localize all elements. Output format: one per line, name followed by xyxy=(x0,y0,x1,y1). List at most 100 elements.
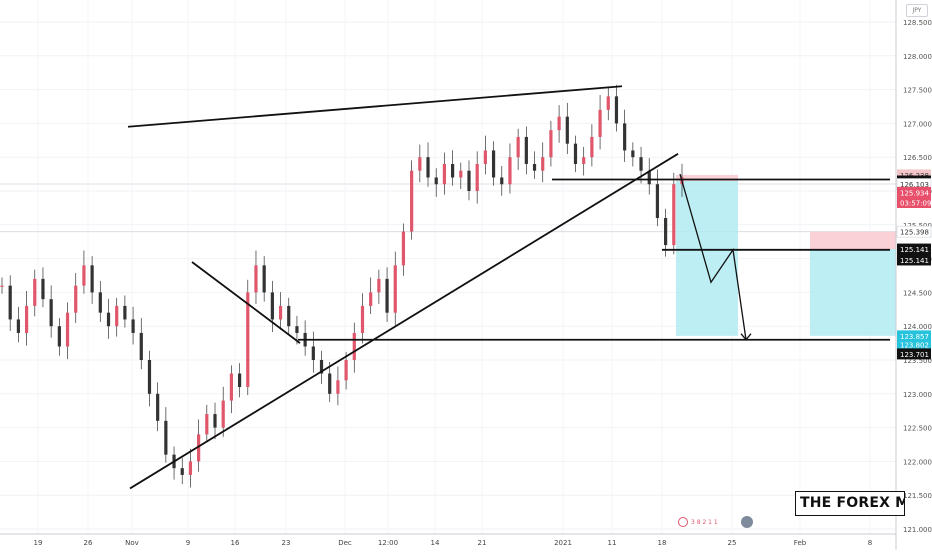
price-marker xyxy=(897,186,931,198)
candle-body xyxy=(262,265,266,293)
candle-body xyxy=(631,150,635,158)
stop-loss-zone[interactable] xyxy=(676,174,738,181)
price-marker-label: 125.934 xyxy=(900,189,929,197)
candle-body xyxy=(377,278,381,293)
price-tick-label: 126.500 xyxy=(903,154,932,162)
currency-badge: JPY xyxy=(906,4,928,17)
candle-body xyxy=(491,150,496,178)
trendline-lower-wedge[interactable] xyxy=(129,153,679,490)
price-tick-label: 122.500 xyxy=(903,425,932,433)
event-icons[interactable]: 3 8 2 1 1 xyxy=(678,515,753,529)
candle-body xyxy=(606,96,610,110)
price-tick-label: 123.500 xyxy=(903,357,932,365)
projection-arrowhead xyxy=(740,333,752,341)
candle-body xyxy=(426,157,430,178)
price-tick-label: 124.500 xyxy=(903,289,932,297)
stop-loss-zone-2[interactable] xyxy=(810,231,896,250)
candle-body xyxy=(229,373,233,401)
watermark-text: THE FOREX MC xyxy=(800,495,904,511)
candle-body xyxy=(328,373,332,394)
candle-body xyxy=(598,109,602,137)
price-marker-label: 123.802 xyxy=(900,341,929,349)
candle-body xyxy=(0,285,4,287)
price-tick-label: 125.500 xyxy=(903,222,932,230)
time-tick-label: 11 xyxy=(608,539,617,547)
time-tick-label: 21 xyxy=(478,539,487,547)
candle-body xyxy=(131,319,135,333)
projection-path[interactable] xyxy=(679,173,747,340)
price-marker xyxy=(897,254,931,266)
candle-body xyxy=(246,292,250,388)
candle-body xyxy=(360,305,365,333)
candle-body xyxy=(115,305,119,327)
price-tick-label: 123.000 xyxy=(903,391,932,399)
plot-background[interactable] xyxy=(0,0,896,534)
price-marker xyxy=(897,196,931,208)
candle-body xyxy=(410,170,414,232)
candle-body xyxy=(221,400,225,428)
take-profit-zone[interactable] xyxy=(676,180,738,336)
candle-body xyxy=(639,157,643,171)
candle-body xyxy=(442,163,447,185)
candle-body xyxy=(270,292,274,320)
time-tick-label: Nov xyxy=(125,539,139,547)
candle-body xyxy=(147,360,152,394)
candle-body xyxy=(90,265,94,293)
position-zones xyxy=(676,174,896,336)
price-tick-label: 124.000 xyxy=(903,323,932,331)
candle-body xyxy=(188,461,193,475)
candle-body xyxy=(106,312,111,327)
candle-body xyxy=(57,326,61,347)
candle-body xyxy=(565,116,569,144)
candle-body xyxy=(82,265,86,286)
candle-body xyxy=(418,157,422,171)
time-tick-label: 19 xyxy=(34,539,43,547)
candle-body xyxy=(213,414,217,428)
trendline-upper-wedge[interactable] xyxy=(127,85,623,128)
candle-body xyxy=(8,285,12,320)
candle-body xyxy=(532,163,537,171)
price-marker xyxy=(897,330,931,342)
price-marker xyxy=(897,243,931,255)
candle-body xyxy=(180,468,184,475)
dividend-icon[interactable] xyxy=(740,516,753,528)
grid xyxy=(0,0,896,534)
candle-body xyxy=(500,177,504,185)
candle-body xyxy=(278,305,283,320)
candle-body xyxy=(451,163,455,178)
candle-body xyxy=(139,332,143,360)
time-tick-label: 8 xyxy=(868,539,872,547)
candle-body xyxy=(664,218,668,246)
candle-body xyxy=(352,332,356,360)
calendar-icon[interactable] xyxy=(678,517,688,527)
price-tick-label: 128.500 xyxy=(903,19,932,27)
price-tick-label: 127.500 xyxy=(903,87,932,95)
candle-body xyxy=(590,136,594,158)
candle-body xyxy=(557,116,561,131)
price-tick-label: 128.000 xyxy=(903,53,932,61)
candle-body xyxy=(475,163,479,191)
candle-body xyxy=(41,278,45,300)
candle-body xyxy=(541,157,545,171)
trendline-falling-line[interactable] xyxy=(191,261,301,344)
time-tick-label: 2021 xyxy=(554,539,572,547)
candle-body xyxy=(319,360,324,374)
candle-body xyxy=(295,326,299,333)
candle-body xyxy=(524,136,528,164)
candle-body xyxy=(401,231,406,266)
price-tick-label: 122.000 xyxy=(903,458,932,466)
candle-body xyxy=(49,299,53,327)
candle-body xyxy=(393,265,397,313)
candle-body xyxy=(508,157,512,185)
candle-body xyxy=(164,420,168,455)
candle-body xyxy=(254,265,258,293)
take-profit-zone-2[interactable] xyxy=(810,249,896,336)
price-marker-label: 126.103 xyxy=(900,181,929,189)
price-tick-label: 121.500 xyxy=(903,492,932,500)
candle-body xyxy=(385,278,389,313)
price-marker-label: 125.398 xyxy=(900,229,929,237)
drawings[interactable] xyxy=(127,85,890,490)
